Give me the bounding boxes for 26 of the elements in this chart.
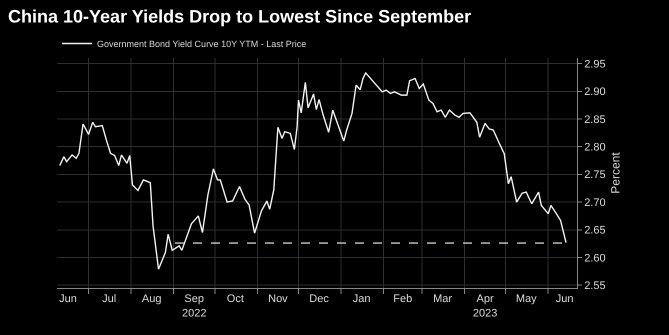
x-tick-label: Jun bbox=[556, 293, 574, 306]
y-tick-label: 2.60 bbox=[584, 252, 606, 264]
x-tick-label: Jan bbox=[352, 293, 370, 306]
x-tick-label: Dec bbox=[309, 293, 330, 306]
line-series bbox=[59, 72, 567, 270]
x-tick-label: Apr 2023 bbox=[472, 293, 498, 320]
x-tick-label: May bbox=[516, 293, 538, 306]
y-tick-label: 2.65 bbox=[584, 224, 606, 237]
y-tick-label: 2.95 bbox=[584, 58, 606, 70]
x-tick-label: Aug bbox=[142, 293, 162, 306]
x-tick-label: Nov bbox=[268, 293, 288, 306]
y-tick-label: 2.90 bbox=[584, 86, 606, 98]
y-tick-label: 2.75 bbox=[584, 169, 606, 182]
y-tick-label: 2.55 bbox=[584, 280, 606, 292]
chart-title: China 10-Year Yields Drop to Lowest Since September bbox=[8, 6, 472, 27]
x-tick-label: Feb bbox=[393, 293, 412, 306]
x-tick-label: Jul bbox=[102, 293, 116, 306]
y-tick-label: 2.70 bbox=[584, 196, 606, 209]
y-tick-label: 2.85 bbox=[584, 114, 606, 126]
y-tick-label: 2.80 bbox=[584, 142, 606, 154]
x-tick-label: Sep 2022 bbox=[182, 293, 206, 320]
x-tick-label: Oct bbox=[226, 293, 244, 306]
y-axis-title: Percent bbox=[608, 152, 623, 194]
legend-label: Government Bond Yield Curve 10Y YTM - Last Price bbox=[97, 39, 306, 50]
x-tick-label: Mar bbox=[433, 293, 452, 306]
x-tick-label: Jun bbox=[59, 293, 77, 306]
